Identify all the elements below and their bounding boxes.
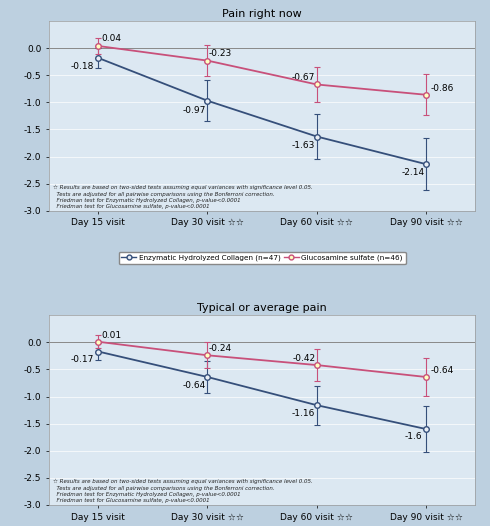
Text: -0.64: -0.64 <box>431 366 454 375</box>
Text: -0.86: -0.86 <box>431 84 454 93</box>
Legend: Enzymatic Hydrolyzed Collagen (n=47), Glucosamine sulfate (n=46): Enzymatic Hydrolyzed Collagen (n=47), Gl… <box>119 252 406 264</box>
Text: -1.6: -1.6 <box>404 432 422 441</box>
Text: -1.16: -1.16 <box>292 409 316 418</box>
Text: -2.14: -2.14 <box>401 168 424 177</box>
Text: 0.01: 0.01 <box>101 331 122 340</box>
Text: -0.24: -0.24 <box>209 345 232 353</box>
Text: ☆ Results are based on two-sided tests assuming equal variances with significanc: ☆ Results are based on two-sided tests a… <box>53 185 313 209</box>
Text: -0.23: -0.23 <box>209 49 232 58</box>
Text: -1.63: -1.63 <box>292 141 316 150</box>
Text: 0.04: 0.04 <box>101 34 122 44</box>
Text: -0.64: -0.64 <box>183 381 206 390</box>
Title: Pain right now: Pain right now <box>222 9 302 19</box>
Text: -0.67: -0.67 <box>292 73 316 82</box>
Text: -0.97: -0.97 <box>183 106 206 115</box>
Text: ☆ Results are based on two-sided tests assuming equal variances with significanc: ☆ Results are based on two-sided tests a… <box>53 479 313 503</box>
Text: -0.42: -0.42 <box>292 354 315 363</box>
Text: -0.17: -0.17 <box>70 355 94 364</box>
Text: -0.18: -0.18 <box>70 62 94 71</box>
Title: Typical or average pain: Typical or average pain <box>197 303 327 313</box>
